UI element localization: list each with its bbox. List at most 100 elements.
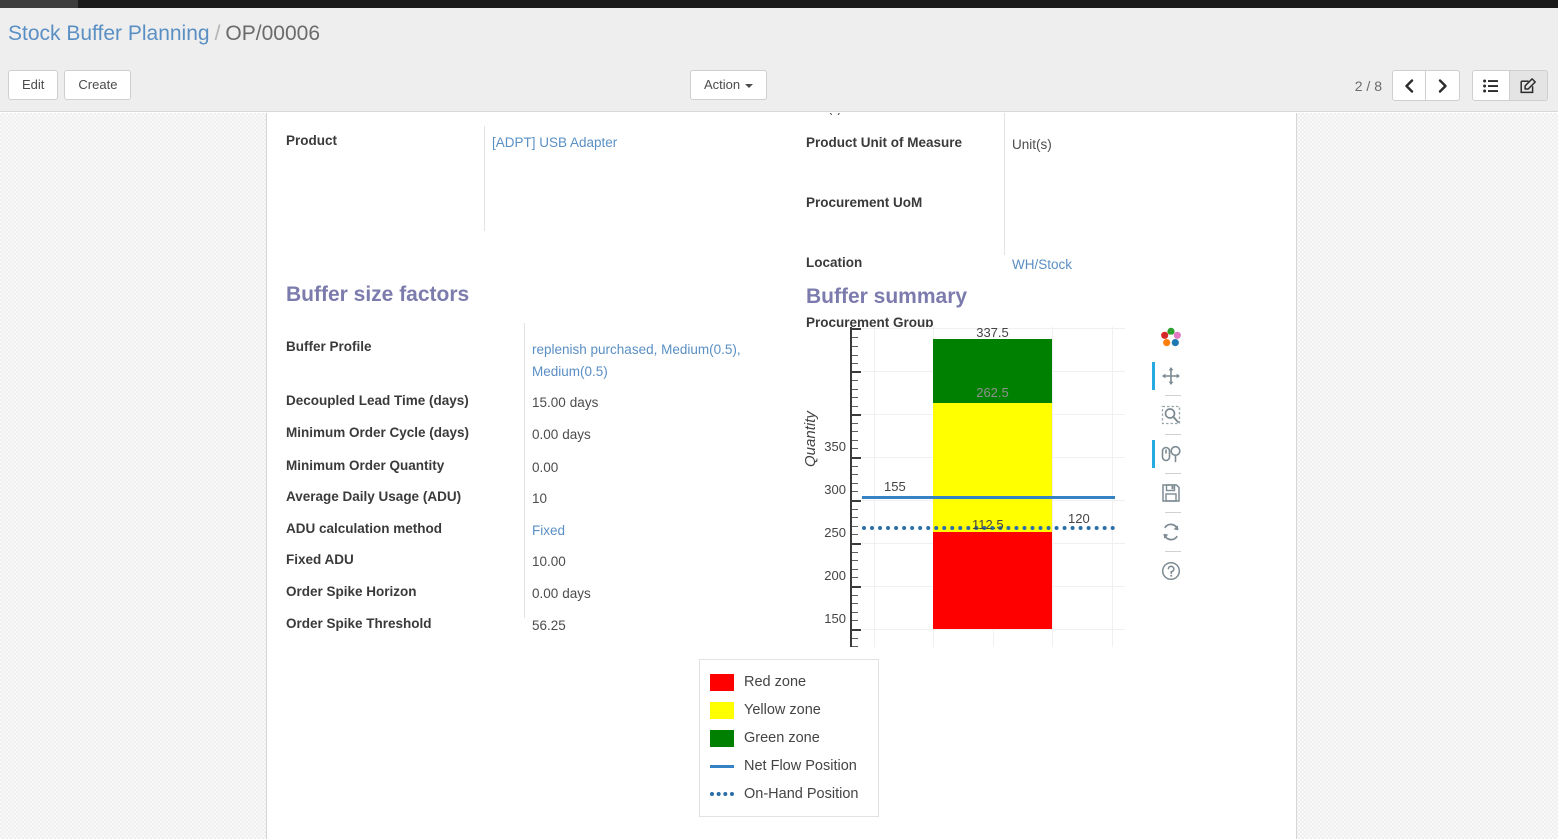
box-zoom-tool-glyph bbox=[1161, 405, 1181, 425]
action-dropdown-button[interactable]: Action bbox=[690, 70, 768, 100]
field-row-procurement-uom: Procurement UoM bbox=[806, 143, 1276, 210]
tick-minor bbox=[852, 483, 858, 484]
legend-item-on-hand-position[interactable]: On-Hand Position bbox=[710, 780, 868, 808]
reset-tool-icon[interactable] bbox=[1156, 513, 1186, 551]
bsf-label-minimum-order-quantity: Minimum Order Quantity bbox=[286, 458, 445, 473]
help-tool-glyph bbox=[1161, 561, 1181, 581]
tick-minor bbox=[852, 380, 858, 381]
tick-minor bbox=[852, 337, 858, 338]
bsf-label-decoupled-lead-time: Decoupled Lead Time (days) bbox=[286, 393, 469, 408]
bar-yellow-zone[interactable] bbox=[933, 403, 1052, 532]
buffer-summary-heading: Buffer summary bbox=[806, 285, 968, 308]
list-view-button[interactable] bbox=[1472, 70, 1510, 101]
control-panel: Stock Buffer Planning / OP/00006 Edit Creat… bbox=[0, 8, 1558, 112]
bsf-value-minimum-order-quantity: 0.00 bbox=[532, 460, 559, 475]
tick-minor bbox=[852, 509, 858, 510]
field-value-location[interactable]: WH/Stock bbox=[1012, 257, 1073, 272]
gridline-v-5 bbox=[1112, 327, 1113, 647]
buffer-size-factors-divider bbox=[524, 323, 525, 618]
legend-item-net-flow-position[interactable]: Net Flow Position bbox=[710, 752, 868, 780]
legend-item-red-zone[interactable]: Red zone bbox=[710, 668, 868, 696]
legend-swatch-red-zone bbox=[710, 673, 734, 691]
edit-button[interactable]: Edit bbox=[8, 70, 59, 100]
bsf-value-decoupled-lead-time: 15.00 days bbox=[532, 393, 598, 413]
bsf-label-buffer-profile: Buffer Profile bbox=[286, 339, 372, 354]
tick-major-150 bbox=[852, 500, 861, 502]
legend-item-green-zone[interactable]: Green zone bbox=[710, 724, 868, 752]
bar-label-green-top: 337.5 bbox=[976, 327, 1009, 340]
bsf-unit-order-spike-horizon: days bbox=[562, 586, 591, 601]
tick-minor bbox=[852, 552, 858, 553]
y-tick-3: 200 bbox=[824, 568, 846, 583]
bar-red-zone[interactable] bbox=[933, 532, 1052, 629]
tick-major-350 bbox=[852, 328, 861, 330]
bar-green-zone[interactable] bbox=[933, 339, 1052, 403]
field-divider-right bbox=[1004, 113, 1005, 255]
legend-label-red-zone: Red zone bbox=[744, 674, 807, 690]
y-tick-0: 350 bbox=[824, 439, 846, 454]
field-divider bbox=[484, 126, 485, 231]
bsf-label-fixed-adu: Fixed ADU bbox=[286, 552, 354, 567]
chart-plot-area[interactable]: 337.5 262.5 112.5 155 120 bbox=[862, 327, 1125, 647]
tick-minor bbox=[852, 466, 858, 467]
box-zoom-tool-icon[interactable] bbox=[1156, 396, 1186, 434]
field-value-product[interactable]: [ADPT] USB Adapter bbox=[492, 135, 618, 150]
tick-major-100 bbox=[852, 543, 861, 545]
toolbar-divider bbox=[1165, 473, 1181, 474]
field-row-product: Product [ADPT] USB Adapter bbox=[286, 113, 776, 233]
form-view-button[interactable] bbox=[1510, 70, 1548, 101]
buffer-summary-chart: Quantity 350 300 250 200 150 bbox=[802, 319, 1206, 819]
bsf-value-minimum-order-cycle: 0.00 days bbox=[532, 425, 591, 445]
pan-tool-icon[interactable] bbox=[1152, 357, 1186, 395]
tick-minor bbox=[852, 517, 858, 518]
legend-item-yellow-zone[interactable]: Yellow zone bbox=[710, 696, 868, 724]
tick-minor bbox=[852, 620, 858, 621]
save-tool-icon[interactable] bbox=[1156, 474, 1186, 512]
tick-minor bbox=[852, 389, 858, 390]
next-record-button[interactable] bbox=[1426, 70, 1460, 101]
breadcrumb-separator: / bbox=[214, 22, 221, 45]
legend-label-green-zone: Green zone bbox=[744, 730, 820, 746]
bokeh-toolbar bbox=[1152, 319, 1190, 581]
bar-label-on-hand: 112.5 bbox=[972, 517, 1004, 532]
legend-line-net-flow-position bbox=[710, 764, 734, 768]
bsf-unit-decoupled-lead-time: days bbox=[569, 395, 599, 410]
chart-label-on-hand-position-value: 120 bbox=[1068, 511, 1090, 526]
bsf-num-order-spike-horizon: 0.00 bbox=[532, 586, 559, 601]
left-button-group: Edit Create bbox=[8, 70, 132, 100]
bsf-unit-minimum-order-cycle: days bbox=[562, 427, 591, 442]
legend-swatch-green-zone bbox=[710, 729, 734, 747]
bokeh-logo-icon[interactable] bbox=[1156, 319, 1186, 357]
legend-label-net-flow-position: Net Flow Position bbox=[744, 758, 857, 774]
field-row-procurement-group: Procurement Group bbox=[806, 203, 1276, 330]
tick-major-50 bbox=[852, 586, 861, 588]
field-label-procurement-group: Procurement Group bbox=[806, 315, 934, 330]
pan-tool-active-indicator bbox=[1152, 362, 1155, 390]
wheel-zoom-tool-icon[interactable] bbox=[1152, 435, 1186, 473]
y-tick-4: 150 bbox=[824, 611, 846, 626]
chart-y-tick-labels: 350 300 250 200 150 bbox=[806, 319, 846, 660]
bsf-value-adu-calculation-method[interactable]: Fixed bbox=[532, 523, 566, 538]
tick-minor bbox=[852, 346, 858, 347]
chart-y-axis-line bbox=[850, 327, 852, 647]
chevron-left-icon bbox=[1404, 78, 1413, 93]
toolbar-divider bbox=[1165, 395, 1181, 396]
field-label-product-unit-of-measure: Product Unit of Measure bbox=[806, 135, 963, 150]
legend-swatch-yellow-zone bbox=[710, 701, 734, 719]
create-button[interactable]: Create bbox=[64, 70, 132, 100]
breadcrumb-current: OP/00006 bbox=[225, 22, 320, 45]
view-switcher-group bbox=[1472, 70, 1548, 101]
bsf-value-average-daily-usage: 10 bbox=[532, 491, 548, 506]
tick-minor bbox=[852, 355, 858, 356]
tick-major-250 bbox=[852, 414, 861, 416]
wheel-zoom-tool-active-indicator bbox=[1152, 440, 1155, 468]
help-tool-icon[interactable] bbox=[1156, 552, 1186, 590]
gridline-v-4 bbox=[1052, 327, 1053, 647]
legend-line-on-hand-position bbox=[710, 792, 734, 796]
breadcrumb-root-link[interactable]: Stock Buffer Planning bbox=[8, 22, 210, 45]
gridline-v-1 bbox=[874, 327, 875, 647]
previous-record-button[interactable] bbox=[1392, 70, 1426, 101]
breadcrumb: Stock Buffer Planning / OP/00006 bbox=[8, 20, 320, 48]
on-hand-position-line bbox=[862, 526, 1115, 530]
bsf-value-buffer-profile[interactable]: replenish purchased, Medium(0.5), Medium… bbox=[532, 342, 741, 379]
